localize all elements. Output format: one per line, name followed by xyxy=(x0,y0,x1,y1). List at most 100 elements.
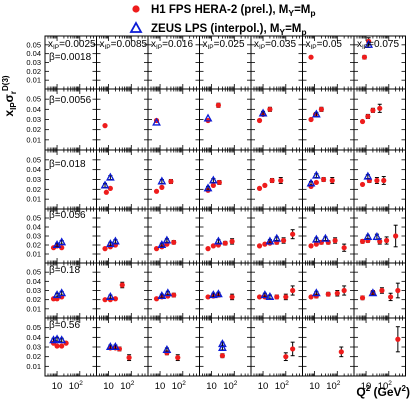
x-tick-label: 10 xyxy=(155,381,166,392)
h1-point xyxy=(153,188,160,194)
zeus-point xyxy=(100,180,110,189)
h1-point xyxy=(222,240,228,246)
h1-point xyxy=(290,231,296,237)
y-tick-label: 0.02 xyxy=(26,241,41,250)
xIP-label: xIP=0.0085 xyxy=(100,39,148,51)
zeus-point xyxy=(52,334,62,343)
zeus-point xyxy=(157,240,167,249)
zeus-point xyxy=(272,233,282,242)
zeus-point xyxy=(311,170,321,179)
y-tick-label: 0.01 xyxy=(26,362,41,371)
zeus-point xyxy=(218,339,227,348)
h1-point xyxy=(216,179,222,186)
panel-frame xyxy=(147,317,200,377)
beta-label: β=0.0018 xyxy=(49,52,92,63)
h1-point xyxy=(267,106,273,112)
x-tick-label: 10 xyxy=(52,381,63,392)
panel-frame xyxy=(302,149,355,210)
panel-frame xyxy=(302,208,355,264)
panel-frame xyxy=(250,149,303,210)
h1-point xyxy=(112,296,119,302)
h1-point xyxy=(359,118,366,125)
data-marks xyxy=(49,37,401,362)
y-tick-label: 0.04 xyxy=(26,49,41,58)
h1-point xyxy=(274,294,280,300)
h1-point xyxy=(229,294,235,300)
panel-frame xyxy=(353,149,406,210)
zeus-point xyxy=(152,117,161,126)
beta-label: β=0.56 xyxy=(49,320,80,331)
zeus-point xyxy=(372,231,382,240)
xIP-label: xIP=0.075 xyxy=(357,39,399,51)
beta-label: β=0.018 xyxy=(49,159,86,170)
zeus-point xyxy=(105,342,115,351)
zeus-point xyxy=(258,108,268,117)
panel-frame xyxy=(96,88,149,151)
h1-point xyxy=(313,241,319,247)
zeus-point xyxy=(208,175,218,184)
h1-point xyxy=(388,294,394,300)
panel-frame xyxy=(147,208,200,264)
y-tick-label: 0.05 xyxy=(26,155,41,164)
h1-point xyxy=(308,294,314,300)
h1-point xyxy=(210,182,216,188)
h1-point xyxy=(308,116,314,123)
h1-point xyxy=(290,346,296,352)
y-tick-label: 0.04 xyxy=(26,165,41,174)
panel-frame xyxy=(302,317,355,377)
zeus-point xyxy=(260,290,270,299)
y-tick-label: 0.04 xyxy=(26,105,41,114)
h1-point xyxy=(374,177,380,184)
h1-point xyxy=(361,54,368,60)
panel-frame xyxy=(96,317,149,377)
xIP-label: xIP=0.025 xyxy=(203,39,245,51)
y-tick-label: 0.01 xyxy=(26,304,41,313)
zeus-point xyxy=(363,231,373,240)
zeus-point xyxy=(203,183,213,192)
h1-point xyxy=(381,177,387,184)
h1-point xyxy=(54,343,60,349)
h1-point xyxy=(102,297,108,303)
h1-point xyxy=(341,287,347,294)
h1-point xyxy=(153,296,160,302)
y-tick-label: 0.04 xyxy=(26,277,41,286)
h1-point xyxy=(205,246,211,252)
h1-point xyxy=(210,243,216,249)
x-tick-label: 102 xyxy=(172,380,187,392)
y-tick-label: 0.04 xyxy=(26,223,41,232)
legend-marker-zeus xyxy=(129,21,143,33)
zeus-point xyxy=(368,288,378,297)
y-tick-label: 0.03 xyxy=(26,58,41,67)
h1-point xyxy=(283,294,289,300)
h1-point xyxy=(262,182,268,188)
y-tick-label: 0.02 xyxy=(26,185,41,194)
zeus-point xyxy=(218,343,227,352)
h1-point xyxy=(269,177,275,184)
x-axis-title: Q2 (GeV2) xyxy=(356,384,410,399)
x-tick-label: 102 xyxy=(378,380,393,392)
y-tick-label: 0.05 xyxy=(26,214,41,223)
panel-frame xyxy=(250,317,303,377)
zeus-point xyxy=(157,291,167,300)
zeus-point xyxy=(162,235,172,244)
legend: H1 FPS HERA-2 (prel.), MY=Mp ZEUS LPS (in… xyxy=(129,4,316,37)
h1-point xyxy=(256,117,263,124)
zeus-point xyxy=(57,335,67,344)
xIP-label: xIP=0.0025 xyxy=(48,39,96,51)
y-tick-label: 0.02 xyxy=(26,125,41,134)
y-tick-label: 0.02 xyxy=(26,352,41,361)
h1-point xyxy=(175,355,181,361)
h1-point xyxy=(256,243,263,249)
xIP-label: xIP=0.035 xyxy=(254,39,296,51)
h1-point xyxy=(59,343,65,349)
h1-point xyxy=(395,287,401,294)
y-tick-label: 0.01 xyxy=(26,250,41,259)
beta-label: β=0.18 xyxy=(49,265,80,276)
zeus-point xyxy=(214,289,223,298)
y-tick-label: 0.03 xyxy=(26,175,41,184)
panel-frame xyxy=(147,149,200,210)
x-tick-label: 102 xyxy=(326,380,341,392)
x-tick-label: 102 xyxy=(120,380,135,392)
zeus-point xyxy=(162,344,172,353)
